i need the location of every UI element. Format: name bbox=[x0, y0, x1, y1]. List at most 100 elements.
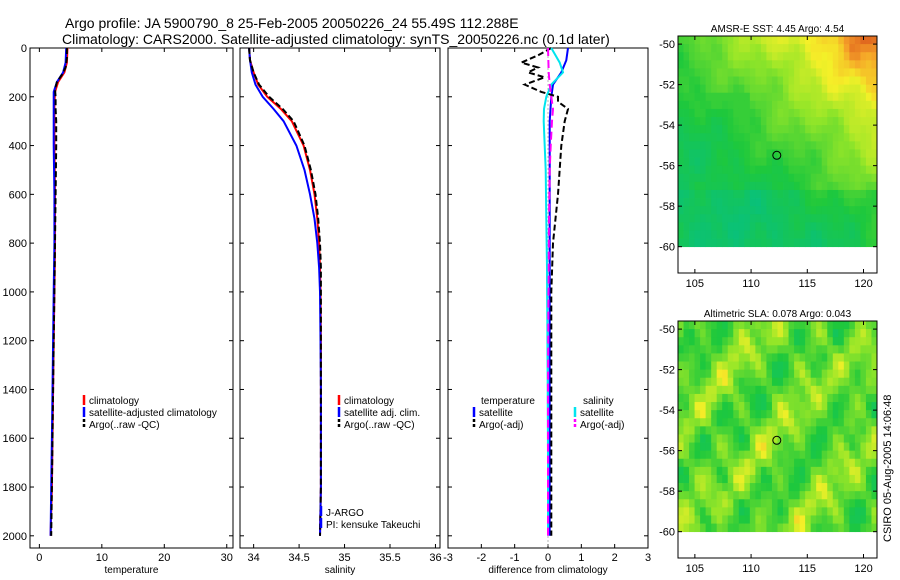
sla_map-cell bbox=[777, 466, 784, 476]
sla_map-cell bbox=[766, 329, 773, 338]
sst_map-cell bbox=[821, 117, 828, 126]
sla_map-title: Altimetric SLA: 0.078 Argo: 0.043 bbox=[704, 309, 852, 320]
sla_map-cell bbox=[722, 434, 729, 443]
sst_map-cell bbox=[827, 157, 834, 167]
sla_map-cell bbox=[860, 442, 867, 452]
sla_map-cell bbox=[755, 321, 762, 330]
sla_map-cell bbox=[821, 337, 828, 346]
sla_map-cell bbox=[683, 491, 690, 500]
sst_map-cell bbox=[810, 198, 817, 207]
salinity-profile-panel: 34 34.5 35 35.5 36salinityclimatologysatelli… bbox=[239, 47, 442, 576]
sst_map-cell bbox=[821, 36, 828, 45]
sst_map-cell bbox=[678, 181, 684, 191]
sst_map-cell bbox=[744, 165, 751, 175]
sla_map-cell bbox=[738, 450, 745, 460]
sla_map-cell bbox=[694, 321, 701, 330]
sst_map-cell bbox=[711, 36, 718, 45]
sla_map-cell bbox=[783, 402, 789, 411]
sst_map-cell bbox=[727, 108, 734, 118]
sst_map-cell bbox=[700, 238, 707, 248]
sst_map-cell bbox=[860, 141, 867, 150]
sla_map-cell bbox=[760, 345, 767, 354]
sla_map-cell bbox=[777, 474, 784, 484]
sst_map-heatmap-cells bbox=[678, 36, 878, 248]
sst_map-cell bbox=[777, 230, 784, 239]
sla_map-cell bbox=[700, 329, 707, 338]
sla_map-cell bbox=[816, 321, 823, 330]
sla_map-cell bbox=[727, 337, 734, 346]
sst_map-cell bbox=[749, 173, 756, 183]
sla_map-cell bbox=[805, 491, 812, 500]
sst_map-cell bbox=[799, 157, 806, 167]
sla_map-cell bbox=[794, 345, 801, 354]
sst_map-cell bbox=[827, 206, 834, 215]
sla_map-cell bbox=[843, 442, 850, 452]
sla_map-cell bbox=[771, 361, 778, 371]
difference-xtick-label: -1 bbox=[510, 552, 520, 564]
sla_map-cell bbox=[738, 418, 745, 427]
sst_map-cell bbox=[755, 206, 762, 215]
sla_map-cell bbox=[722, 369, 729, 379]
sst_map-cell bbox=[783, 68, 789, 77]
sla_map-cell bbox=[760, 491, 767, 500]
sla_map-cell bbox=[816, 434, 823, 443]
sla_map-cell bbox=[838, 434, 845, 443]
sst_map-cell bbox=[865, 68, 872, 77]
sst_map-cell bbox=[771, 125, 778, 134]
sla_map-cell bbox=[777, 321, 784, 330]
sst_map-cell bbox=[849, 238, 856, 248]
sla_map-cell bbox=[799, 393, 806, 403]
sst_map-cell bbox=[678, 52, 684, 61]
sla_map-cell bbox=[810, 410, 817, 419]
sst_map-cell bbox=[843, 222, 850, 231]
sla_map-cell bbox=[694, 523, 701, 533]
sla_map-cell bbox=[827, 329, 834, 338]
sla_map-cell bbox=[744, 353, 751, 362]
sst_map-cell bbox=[727, 100, 734, 110]
sla_map-cell bbox=[689, 410, 695, 419]
sla_map-cell bbox=[865, 466, 872, 476]
sst_map-cell bbox=[854, 76, 861, 86]
sla_map-cell bbox=[783, 474, 789, 484]
sst_map-cell bbox=[744, 68, 751, 77]
sst_map-cell bbox=[722, 108, 729, 118]
sst_map-cell bbox=[827, 36, 834, 45]
sst_map-cell bbox=[711, 214, 718, 223]
sla_map-cell bbox=[821, 434, 828, 443]
sst_map-cell bbox=[733, 189, 740, 199]
sst_map-cell bbox=[854, 181, 861, 191]
sla_map-cell bbox=[733, 466, 740, 476]
sst_map-cell bbox=[722, 149, 729, 158]
sla_map-cell bbox=[694, 499, 701, 508]
sla_map-cell bbox=[827, 353, 834, 362]
sla_map-cell bbox=[805, 483, 812, 492]
sla_map-cell bbox=[694, 410, 701, 419]
sla_map-cell bbox=[771, 345, 778, 354]
temperature-xtick-label: 10 bbox=[96, 552, 108, 564]
sla_map-cell bbox=[860, 345, 867, 354]
sla_map-cell bbox=[783, 458, 789, 468]
sst_map-cell bbox=[799, 84, 806, 94]
sst_map-cell bbox=[694, 198, 701, 207]
sla_map-cell bbox=[766, 466, 773, 476]
sst_map-cell bbox=[738, 125, 745, 134]
sst_map-cell bbox=[810, 173, 817, 183]
sla_map-ytick-label: -50 bbox=[659, 324, 675, 336]
sla_map-cell bbox=[821, 418, 828, 427]
sst_map-cell bbox=[755, 68, 762, 77]
sla_map-cell bbox=[689, 345, 695, 354]
sst_map-cell bbox=[783, 84, 789, 94]
sla_map-cell bbox=[871, 410, 878, 419]
sst_map-cell bbox=[771, 60, 778, 69]
sst_map-cell bbox=[827, 165, 834, 175]
sla_map-cell bbox=[749, 499, 756, 508]
sla_map-cell bbox=[766, 450, 773, 460]
sla_map-cell bbox=[749, 345, 756, 354]
sla_map-cell bbox=[794, 369, 801, 379]
sst_map-cell bbox=[716, 76, 723, 86]
sla_map-cell bbox=[749, 507, 756, 516]
sla_map-cell bbox=[683, 393, 690, 403]
sla_map-cell bbox=[744, 410, 751, 419]
difference-temp-legend-label: Argo(-adj) bbox=[479, 420, 523, 431]
difference-series-line bbox=[547, 47, 555, 536]
